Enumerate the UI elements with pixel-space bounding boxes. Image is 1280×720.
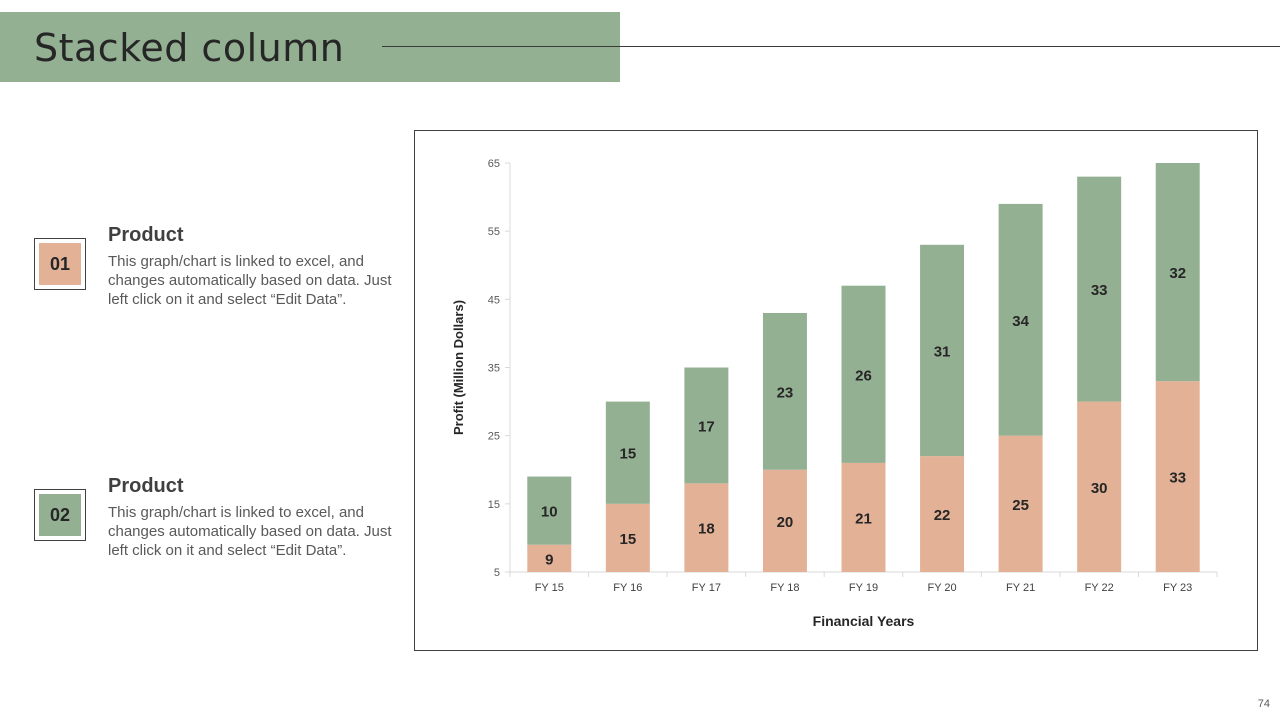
y-tick-label: 5 — [494, 567, 500, 579]
data-label: 10 — [541, 504, 558, 521]
bar-2-fy-22 — [1077, 176, 1122, 402]
x-tick-label: FY 16 — [613, 582, 642, 594]
title-rule — [382, 46, 1280, 47]
item-badge-number: 02 — [39, 494, 81, 536]
data-label: 18 — [698, 521, 715, 538]
item-heading-01: Product — [108, 224, 184, 246]
bar-1-fy-18 — [762, 469, 807, 572]
chart-frame[interactable]: 5 15 25 35 45 55 65 FY 15 FY 16 FY 17 FY 18 FY 19 FY… — [414, 130, 1258, 651]
bar-2-fy-17 — [684, 367, 729, 484]
bar-2-fy-21 — [998, 203, 1043, 436]
page-number: 74 — [1257, 698, 1270, 710]
data-label: 15 — [619, 446, 636, 463]
y-tick-label: 25 — [488, 431, 500, 443]
data-label: 22 — [934, 507, 951, 524]
data-label: 17 — [698, 418, 715, 435]
bar-1-fy-19 — [841, 462, 886, 572]
bar-2-fy-23 — [1155, 163, 1200, 382]
x-tick-label: FY 18 — [770, 582, 799, 594]
data-label: 32 — [1169, 265, 1186, 282]
title-band — [0, 12, 620, 82]
data-label: 15 — [619, 531, 636, 548]
y-tick-label: 45 — [488, 294, 500, 306]
item-badge-01: 01 — [34, 238, 86, 290]
bar-2-fy-20 — [920, 244, 965, 457]
x-tick-label: FY 17 — [692, 582, 721, 594]
data-label: 30 — [1091, 480, 1108, 497]
x-tick-label: FY 19 — [849, 582, 878, 594]
y-axis-title: Profit (Million Dollars) — [451, 300, 466, 435]
chart-labels: 9 10 15 15 18 17 20 23 21 26 22 31 25 34 30 33 33 32 — [541, 265, 1186, 568]
bar-1-fy-16 — [605, 503, 650, 572]
chart-bars — [527, 163, 1200, 572]
x-tick-label: FY 23 — [1163, 582, 1192, 594]
bar-1-fy-17 — [684, 483, 729, 572]
bar-2-fy-16 — [605, 401, 650, 504]
data-label: 9 — [545, 551, 553, 568]
x-tick-label: FY 15 — [535, 582, 564, 594]
data-label: 33 — [1091, 282, 1108, 299]
data-label: 31 — [934, 343, 951, 360]
x-tick-label: FY 22 — [1085, 582, 1114, 594]
x-tick-label: FY 20 — [927, 582, 956, 594]
item-text-02: This graph/chart is linked to excel, and… — [108, 504, 392, 559]
y-tick-label: 35 — [488, 363, 500, 375]
data-label: 23 — [777, 384, 794, 401]
slide-title: Stacked column — [34, 26, 345, 70]
y-tick-label: 15 — [488, 499, 500, 511]
x-axis-title: Financial Years — [813, 613, 915, 629]
bar-2-fy-18 — [762, 312, 807, 470]
y-tick-label: 65 — [488, 158, 500, 170]
data-label: 20 — [777, 514, 794, 531]
bar-1-fy-22 — [1077, 401, 1122, 572]
bar-1-fy-20 — [920, 456, 965, 572]
data-label: 25 — [1012, 497, 1029, 514]
y-tick-label: 55 — [488, 226, 500, 238]
item-text-01: This graph/chart is linked to excel, and… — [108, 253, 392, 308]
data-label: 26 — [855, 367, 872, 384]
stacked-column-chart[interactable]: 5 15 25 35 45 55 65 FY 15 FY 16 FY 17 FY 18 FY 19 FY… — [415, 131, 1257, 650]
bar-2-fy-15 — [527, 476, 572, 545]
data-label: 34 — [1012, 313, 1029, 330]
data-label: 33 — [1169, 470, 1186, 487]
bar-1-fy-21 — [998, 435, 1043, 572]
data-label: 21 — [855, 510, 872, 527]
bar-2-fy-19 — [841, 285, 886, 463]
bar-1-fy-23 — [1155, 381, 1200, 572]
item-badge-number: 01 — [39, 243, 81, 285]
item-heading-02: Product — [108, 475, 184, 497]
item-badge-02: 02 — [34, 489, 86, 541]
bar-1-fy-15 — [527, 544, 572, 572]
x-tick-label: FY 21 — [1006, 582, 1035, 594]
